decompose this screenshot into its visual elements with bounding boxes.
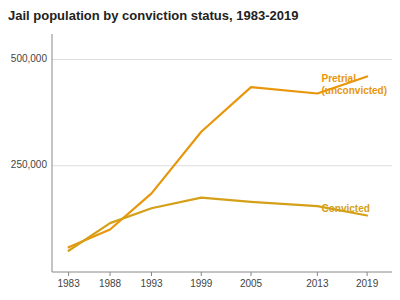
title: Jail population by conviction status, 19…: [8, 8, 298, 23]
annotation-line: Pretrial: [322, 73, 357, 84]
x-tick: [317, 272, 318, 276]
grid-line: [52, 165, 392, 166]
x-tick-label: 1999: [190, 278, 213, 289]
x-tick-label: 2019: [356, 278, 379, 289]
x-tick: [68, 272, 69, 276]
grid-line: [52, 59, 392, 60]
x-axis-line: [52, 272, 392, 273]
x-tick: [201, 272, 202, 276]
x-tick: [151, 272, 152, 276]
annotation: Convicted: [322, 203, 370, 214]
annotation-line: (unconvicted): [322, 85, 388, 96]
y-tick-label: 500,000: [11, 53, 48, 64]
x-tick-label: 2005: [240, 278, 263, 289]
lines: [69, 77, 368, 251]
y-tick-label: 250,000: [11, 159, 48, 170]
y-grid: 250,000 500,000: [11, 53, 392, 170]
x-tick-label: 1988: [99, 278, 122, 289]
y-axis-line: [52, 34, 53, 272]
x-axis: 1983 1988 1993 1999 2005 2013 2019: [57, 272, 378, 289]
x-tick: [110, 272, 111, 276]
x-tick-label: 1983: [57, 278, 80, 289]
annotation: Pretrial(unconvicted): [322, 73, 388, 96]
x-tick-label: 2013: [306, 278, 329, 289]
annotations: Pretrial(unconvicted) Convicted: [322, 73, 388, 214]
chart: Jail population by conviction status, 19…: [0, 0, 400, 300]
annotation-line: Convicted: [322, 203, 370, 214]
x-tick: [251, 272, 252, 276]
page: {"chart_data": { "type": "line", "title"…: [0, 0, 400, 300]
x-tick-label: 1993: [140, 278, 163, 289]
x-tick: [367, 272, 368, 276]
